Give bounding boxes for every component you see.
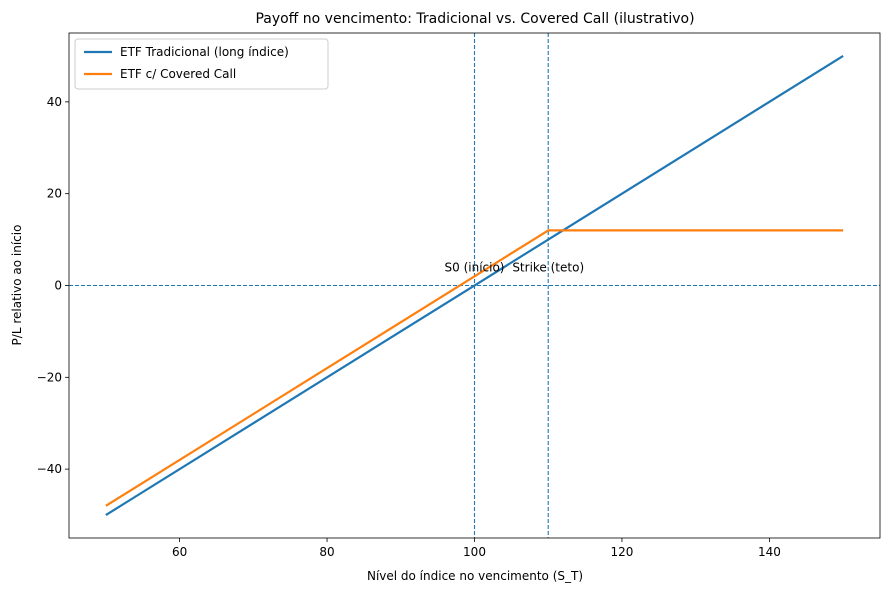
axes: 60 80 100 120 140 −40 −20 0 20 40: [37, 32, 881, 559]
y-tick-label-3: 20: [47, 187, 62, 201]
x-axis-label: Nível do índice no vencimento (S_T): [367, 569, 583, 583]
annotation-1: Strike (teto): [512, 261, 584, 275]
series-lines: [105, 55, 844, 516]
y-tick-label-2: 0: [54, 279, 62, 293]
x-tick-label-1: 80: [319, 545, 334, 559]
x-tick-label-3: 120: [611, 545, 634, 559]
y-tick-label-1: −20: [37, 370, 62, 384]
legend: ETF Tradicional (long índice) ETF c/ Cove…: [74, 38, 329, 90]
y-tick-label-0: −40: [37, 462, 62, 476]
x-tick-label-2: 100: [463, 545, 486, 559]
series-line-1: [105, 229, 844, 507]
chart-title: Payoff no vencimento: Tradicional vs. Co…: [255, 11, 694, 27]
y-axis-label: P/L relativo ao início: [10, 225, 24, 346]
y-tick-label-4: 40: [47, 95, 62, 109]
legend-label-0: ETF Tradicional (long índice): [120, 45, 289, 59]
legend-box: [74, 38, 329, 90]
series-line-0: [105, 55, 844, 516]
annotations: S0 (início) Strike (teto): [445, 261, 585, 275]
x-tick-label-0: 60: [172, 545, 187, 559]
x-tick-label-4: 140: [758, 545, 781, 559]
annotation-0: S0 (início): [445, 261, 505, 275]
legend-label-1: ETF c/ Covered Call: [120, 67, 236, 81]
